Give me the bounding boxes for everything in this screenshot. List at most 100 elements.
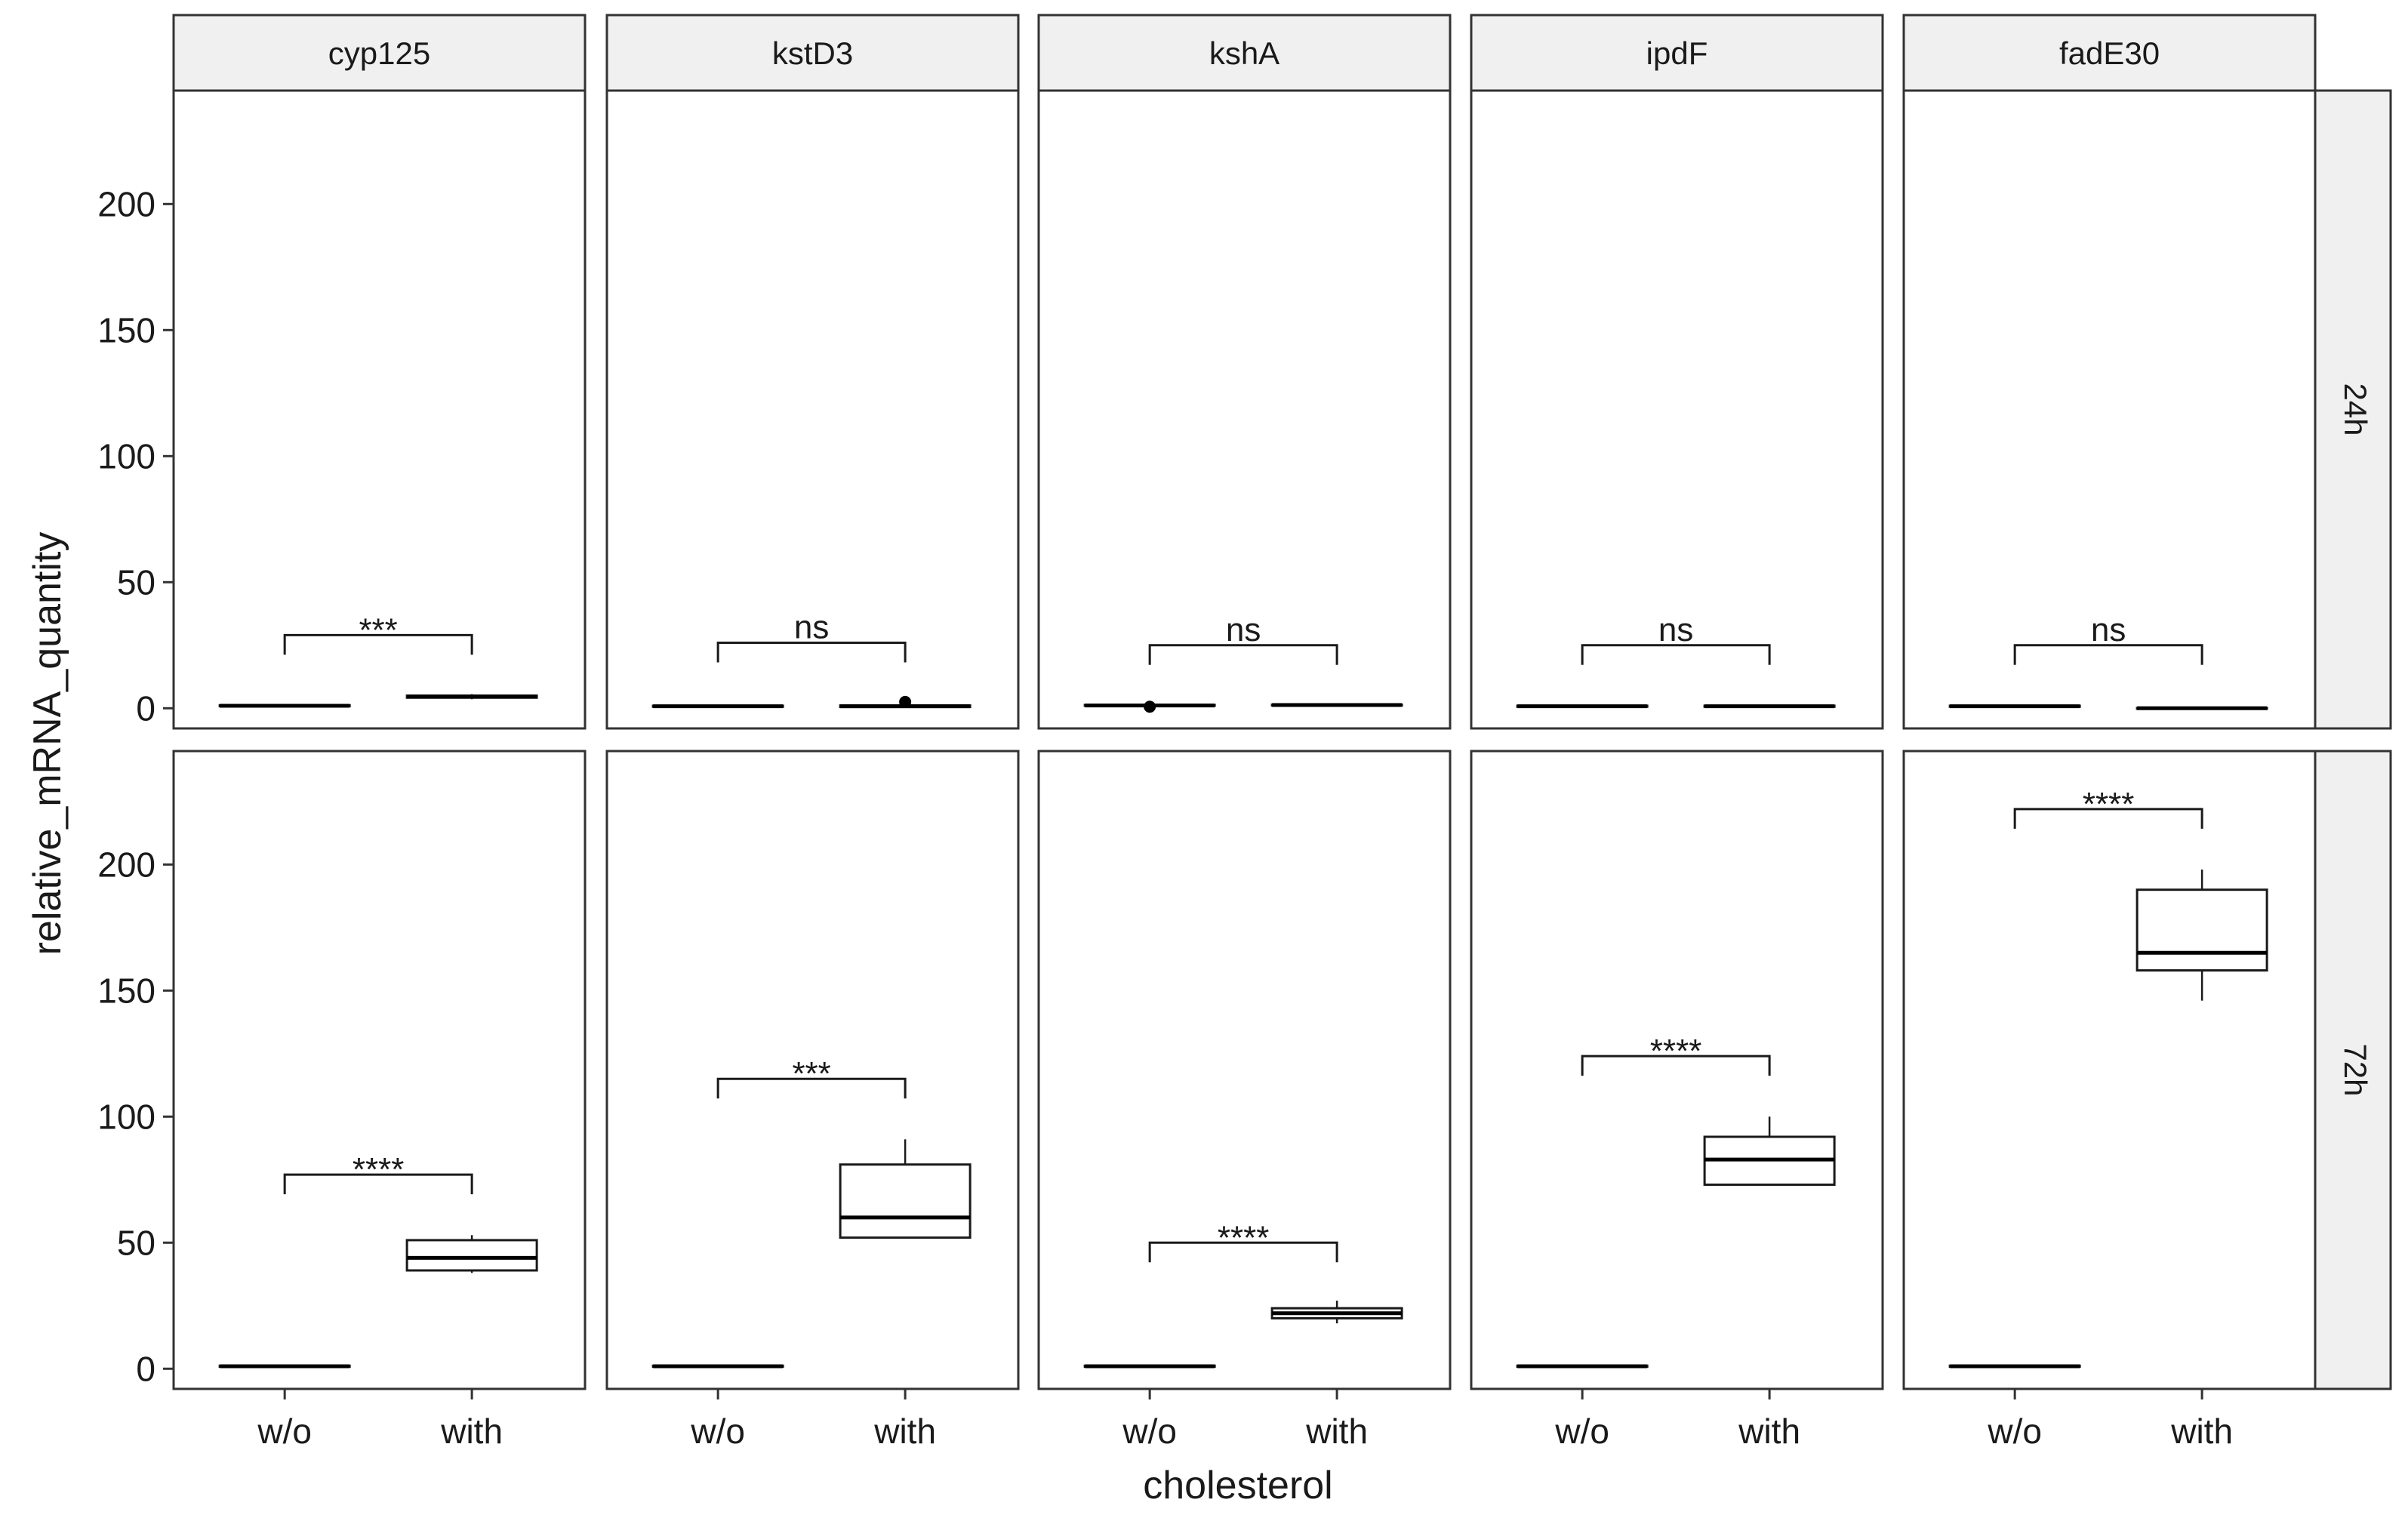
box-w/o bbox=[651, 704, 784, 709]
box-w/o bbox=[1516, 704, 1649, 709]
significance-bracket bbox=[1148, 1241, 1338, 1263]
x-tick-label: w/o bbox=[1987, 1412, 2042, 1451]
panel-border bbox=[605, 89, 1020, 730]
box-with bbox=[2135, 706, 2268, 710]
y-tick-label: 100 bbox=[97, 436, 156, 476]
significance-bracket bbox=[1581, 644, 1771, 665]
panel-border bbox=[172, 750, 587, 1390]
x-axis-title: cholesterol bbox=[1143, 1464, 1332, 1507]
strip-cyp125 bbox=[172, 14, 587, 92]
panel-kshA-24h: ns bbox=[1037, 89, 1452, 730]
y-tick-label: 50 bbox=[117, 1223, 156, 1262]
x-tick-label: with bbox=[440, 1412, 503, 1451]
timepoint-strips: 24h 72h bbox=[2314, 89, 2392, 1390]
y-tick-label: 0 bbox=[136, 1349, 156, 1388]
significance-label: ns bbox=[2091, 611, 2126, 648]
panel-ipdF-24h: ns bbox=[1470, 89, 1884, 730]
box-with bbox=[839, 1139, 972, 1239]
box-w/o bbox=[1948, 1364, 2081, 1369]
x-tick-label: with bbox=[1305, 1412, 1368, 1451]
panel-kstD3-24h: ns bbox=[605, 89, 1020, 730]
y-tick-label: 150 bbox=[97, 310, 156, 349]
box-body bbox=[839, 1163, 972, 1239]
box-with bbox=[1270, 703, 1403, 707]
significance-bracket bbox=[716, 1077, 907, 1099]
strip-kshA bbox=[1037, 14, 1452, 92]
significance-bracket bbox=[1148, 644, 1338, 665]
panel-cyp125-24h: *** bbox=[172, 89, 587, 730]
y-tick-label: 0 bbox=[136, 688, 156, 728]
outlier-point bbox=[1144, 700, 1156, 713]
panel-ipdF-72h: **** bbox=[1470, 750, 1884, 1390]
panel-fadE30-72h: **** bbox=[1902, 750, 2317, 1390]
panel-border bbox=[1037, 750, 1452, 1390]
box-w/o bbox=[218, 1364, 351, 1369]
panel-border bbox=[605, 750, 1020, 1390]
strip-label-kstD3: kstD3 bbox=[772, 35, 853, 71]
box-w/o bbox=[1516, 1364, 1649, 1369]
box-with bbox=[839, 695, 972, 709]
box-w/o bbox=[651, 1364, 784, 1369]
box-body bbox=[2135, 888, 2268, 972]
box-w/o bbox=[218, 704, 351, 708]
significance-bracket bbox=[716, 641, 907, 663]
box-body bbox=[405, 1239, 538, 1272]
panel-cyp125-72h: **** bbox=[172, 750, 587, 1390]
y-tick-label: 150 bbox=[97, 971, 156, 1010]
box-with bbox=[1270, 1301, 1403, 1324]
x-tick-label: with bbox=[2170, 1412, 2233, 1451]
box-w/o bbox=[1083, 1364, 1216, 1369]
strip-label-72h: 72h bbox=[2338, 1043, 2373, 1096]
significance-label: **** bbox=[1650, 1033, 1702, 1070]
box-with bbox=[1703, 704, 1836, 709]
significance-label: **** bbox=[2083, 786, 2135, 823]
strip-24h bbox=[2314, 89, 2392, 730]
strip-label-ipdF: ipdF bbox=[1646, 35, 1708, 71]
strip-fadE30 bbox=[1902, 14, 2317, 92]
box-with bbox=[405, 1235, 538, 1273]
x-axis: w/o with w/o with w/o with w/o with w/o with bbox=[257, 1389, 2233, 1451]
panel-border bbox=[1037, 89, 1452, 730]
panel-border bbox=[1902, 89, 2317, 730]
y-tick-label: 50 bbox=[117, 562, 156, 602]
significance-label: ns bbox=[1226, 611, 1261, 648]
significance-bracket bbox=[2013, 644, 2203, 665]
panel-kshA-72h: **** bbox=[1037, 750, 1452, 1390]
y-tick-label: 100 bbox=[97, 1097, 156, 1136]
significance-label: **** bbox=[353, 1151, 405, 1188]
strip-label-kshA: kshA bbox=[1209, 35, 1279, 71]
significance-bracket bbox=[1581, 1055, 1771, 1076]
strip-label-fadE30: fadE30 bbox=[2059, 35, 2160, 71]
y-axis-title: relative_mRNA_quantity bbox=[26, 532, 69, 956]
box-w/o bbox=[1083, 700, 1216, 713]
significance-label: ns bbox=[794, 608, 829, 645]
significance-label: ns bbox=[1658, 611, 1693, 648]
significance-label: **** bbox=[1218, 1219, 1270, 1256]
x-tick-label: w/o bbox=[1554, 1412, 1609, 1451]
x-tick-label: w/o bbox=[690, 1412, 745, 1451]
significance-bracket bbox=[283, 633, 473, 655]
strip-label-cyp125: cyp125 bbox=[328, 35, 430, 71]
panel-fadE30-24h: ns bbox=[1902, 89, 2317, 730]
outlier-point bbox=[899, 695, 912, 708]
significance-label: *** bbox=[792, 1055, 830, 1092]
x-tick-label: with bbox=[873, 1412, 936, 1451]
panel-border bbox=[1470, 750, 1884, 1390]
gene-strips: cyp125 kstD3 kshA ipdF fadE30 bbox=[172, 14, 2317, 92]
strip-kstD3 bbox=[605, 14, 1020, 92]
strip-label-24h: 24h bbox=[2338, 383, 2373, 436]
facet-panels: *** ns ns ns ns******************* bbox=[172, 89, 2317, 1390]
y-axes: 0 50 100 150 200 0 50 100 150 200 bbox=[97, 184, 174, 1388]
strip-72h bbox=[2314, 750, 2392, 1390]
x-tick-label: w/o bbox=[1122, 1412, 1177, 1451]
significance-bracket bbox=[2013, 808, 2203, 829]
box-with bbox=[405, 694, 538, 700]
box-with bbox=[1703, 1116, 1836, 1186]
significance-label: *** bbox=[359, 611, 397, 648]
panel-kstD3-72h: *** bbox=[605, 750, 1020, 1390]
x-tick-label: w/o bbox=[257, 1412, 312, 1451]
significance-bracket bbox=[283, 1173, 473, 1195]
x-tick-label: with bbox=[1738, 1412, 1800, 1451]
box-w/o bbox=[1948, 704, 2081, 709]
